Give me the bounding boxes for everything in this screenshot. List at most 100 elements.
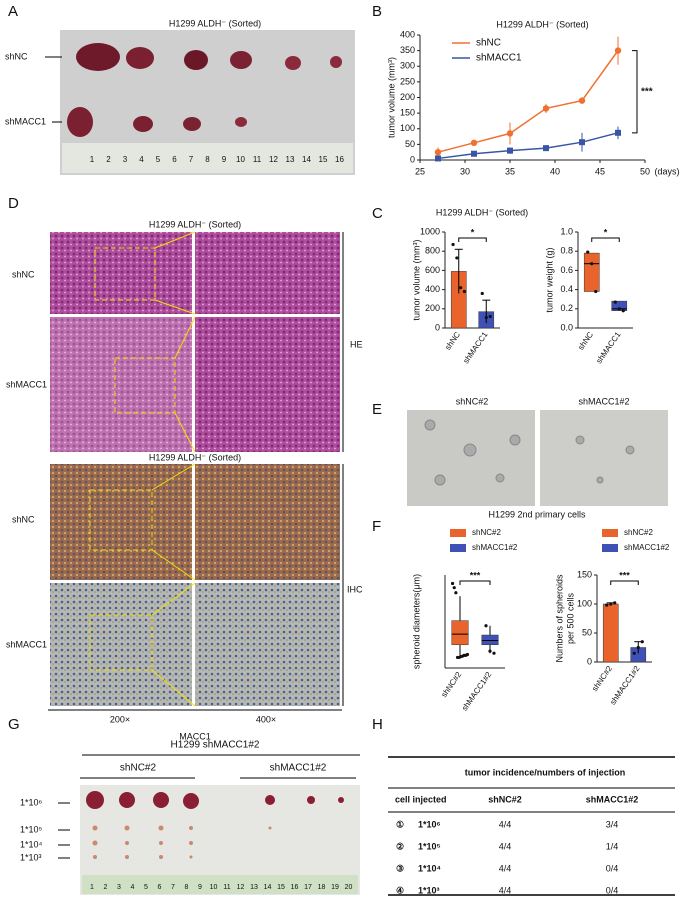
bracket: [591, 237, 620, 242]
ruler-label: 14: [302, 155, 311, 164]
row-label: shMACC1: [6, 379, 47, 389]
dose: 1*10⁶: [20, 797, 43, 807]
bracket: [632, 50, 638, 134]
y-tick-label: 600: [425, 265, 440, 275]
table-cell: 4/4: [499, 863, 512, 873]
marker: [470, 139, 478, 147]
ruler-label: 6: [172, 155, 177, 164]
y-tick-label: 0.2: [560, 303, 573, 313]
table-cell: 0/4: [606, 885, 619, 895]
marker: [543, 145, 549, 152]
panel-letter: D: [8, 195, 19, 212]
y-tick-label: 250: [400, 76, 415, 86]
data-point: [640, 640, 644, 644]
y-tick-label: 0.4: [560, 284, 573, 294]
ruler-label: 2: [106, 155, 111, 164]
legend-label: shNC#2: [624, 528, 653, 537]
table-header: cell injected: [395, 794, 447, 804]
stain: IHC: [347, 584, 363, 594]
significance: *: [604, 227, 608, 237]
data-point: [632, 651, 636, 655]
data-point: [465, 652, 470, 657]
ruler-label: 12: [269, 155, 278, 164]
histology: [48, 231, 344, 711]
y-tick-label: 300: [400, 61, 415, 71]
y-tick-label: 1000: [420, 226, 440, 236]
x-tick-label: 30: [460, 166, 470, 176]
y-tick-label: 50: [582, 627, 592, 637]
ruler-label: 8: [205, 155, 210, 164]
x-tick-label: 50: [640, 166, 650, 176]
row-label: shNC: [12, 269, 35, 279]
legend-label: shNC: [476, 38, 501, 49]
significance: *: [471, 227, 475, 237]
x-tick-label: shNC#2: [590, 664, 614, 693]
table-cell: 4/4: [499, 841, 512, 851]
ruler-label: 11: [223, 884, 230, 891]
x-tick-label: 45: [595, 166, 605, 176]
ruler-label: 15: [319, 155, 328, 164]
marker: [578, 97, 586, 104]
bar: [602, 603, 619, 663]
bracket: [458, 237, 487, 242]
data-point: [480, 291, 484, 296]
data-point: [621, 309, 625, 313]
ruler-label: 14: [264, 884, 272, 891]
marker: [435, 155, 441, 162]
table-cell: 3/4: [606, 819, 619, 829]
data-point: [613, 601, 617, 605]
table-cell: 4/4: [499, 885, 512, 895]
y-tick-label: 200: [400, 92, 415, 102]
row-label: shNC: [12, 514, 35, 524]
x-tick-label: shMACC1: [461, 330, 490, 365]
data-point: [492, 651, 496, 655]
panel-letter: F: [372, 518, 381, 535]
data-point: [462, 289, 467, 294]
data-point: [586, 250, 590, 254]
marker: [506, 130, 514, 137]
data-point: [452, 586, 456, 590]
ruler-label: 7: [189, 155, 194, 164]
y-tick-label: 200: [425, 303, 440, 313]
y-tick-label: 0: [587, 656, 592, 666]
magnification: 200×: [110, 714, 130, 724]
legend-label: shMACC1: [476, 53, 522, 64]
series-line: [437, 132, 619, 160]
data-point: [636, 645, 640, 650]
table-cell: 1*10⁵: [418, 841, 441, 851]
data-point: [590, 262, 594, 266]
legend-label: shMACC1#2: [472, 543, 518, 552]
y-tick-label: 0.8: [560, 246, 573, 256]
legend-swatch: [602, 529, 618, 537]
box: [481, 634, 499, 646]
ruler-label: 9: [222, 155, 227, 164]
data-point: [488, 649, 492, 653]
arrows-g: [58, 802, 70, 859]
x-axis-label: (days): [654, 166, 679, 176]
data-point: [488, 314, 492, 319]
legend-label: shNC#2: [472, 528, 501, 537]
table-cell: ④: [396, 885, 404, 895]
y-tick-label: 0: [410, 154, 415, 164]
panel-letter: C: [372, 205, 383, 222]
legend-label: shMACC1#2: [624, 543, 670, 552]
x-tick-label: 35: [505, 166, 515, 176]
x-tick-label: 40: [550, 166, 560, 176]
x-tick-label: shMACC1#2: [460, 670, 494, 713]
y-tick-label: 400: [425, 284, 440, 294]
data-point: [484, 624, 488, 628]
table-cell: 0/4: [606, 863, 619, 873]
y-tick-label: 0.6: [560, 265, 573, 275]
ruler-label: 4: [131, 884, 135, 891]
table-header: shNC#2: [488, 794, 522, 804]
marker: MACC1: [179, 731, 211, 741]
y-tick-label: 100: [577, 598, 592, 608]
data-point: [594, 289, 598, 294]
group-label: shNC#2: [120, 763, 157, 774]
data-point: [609, 602, 613, 606]
marker: [542, 105, 550, 112]
y-tick-label: 400: [400, 29, 415, 39]
ruler-label: 6: [158, 884, 162, 891]
photo-g: [80, 785, 360, 895]
